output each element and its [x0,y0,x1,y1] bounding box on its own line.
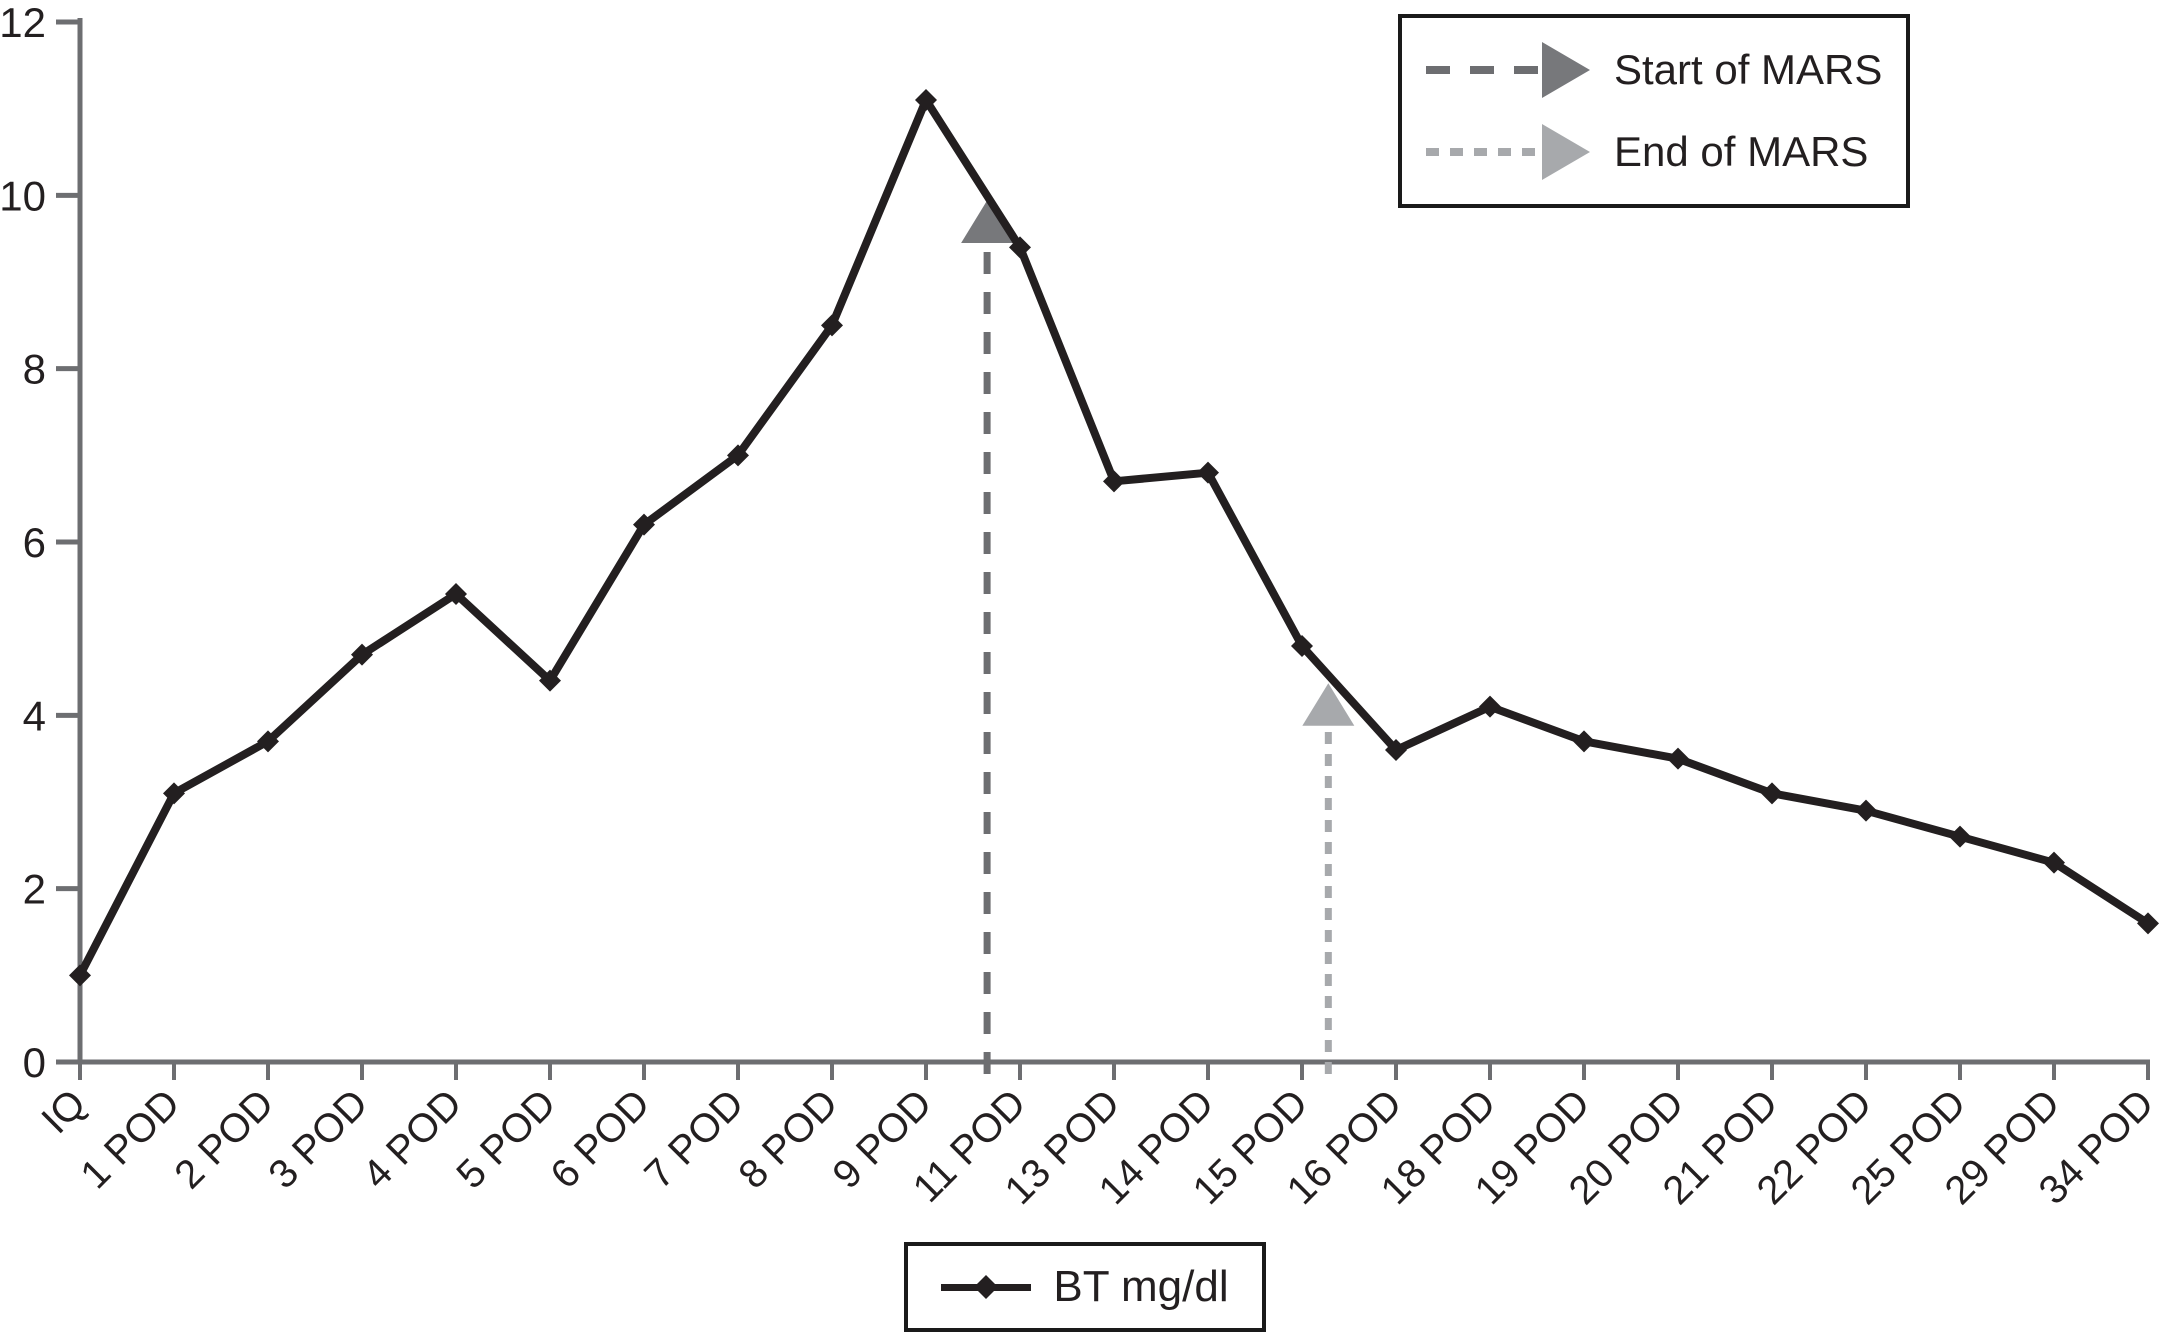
y-tick-label: 8 [23,346,46,393]
legend-label-end-of-mars: End of MARS [1614,128,1869,175]
legend-item-end-of-mars: End of MARS [1426,122,1906,182]
bt-data-point [351,643,373,666]
bt-data-point [539,669,561,692]
x-tick-label: 5 POD [448,1081,564,1197]
bt-data-point [69,964,91,987]
bt-data-point [1197,461,1219,484]
y-tick-label: 0 [23,1039,46,1086]
bt-data-point [1667,747,1689,770]
series-legend-box: BT mg/dl [904,1242,1266,1332]
x-tick-label: 3 POD [260,1081,376,1197]
start-of-mars-arrowhead [961,200,1014,243]
diamond-marker-icon [974,1274,999,1300]
x-tick-label: 4 POD [354,1081,470,1197]
bt-data-point [1949,825,1971,848]
bt-data-point [1573,730,1595,753]
bt-data-point [2043,851,2065,874]
dotted-line-sample-icon [1426,148,1540,156]
bt-data-point [1385,739,1407,761]
series-label: BT mg/dl [1053,1262,1229,1311]
bt-data-point [1291,635,1313,657]
bt-data-point [2137,912,2159,935]
y-tick-label: 10 [0,172,46,219]
x-tick-label: 2 POD [166,1081,282,1197]
bt-data-point [1103,470,1125,493]
dashed-line-sample-icon [1426,66,1540,74]
x-tick-label: 1 POD [72,1081,188,1197]
x-tick-label: IQ [33,1081,94,1142]
bt-data-point [1761,782,1783,805]
bt-data-point [1479,695,1501,718]
x-tick-label: 6 POD [542,1081,658,1197]
bt-data-point [727,444,749,467]
right-arrowhead-icon [1542,42,1590,98]
bt-data-point [1009,236,1031,259]
bt-data-point [1855,799,1877,822]
right-arrowhead-icon [1542,124,1590,180]
bt-data-point [633,513,655,536]
bt-line [76,96,2152,980]
bt-data-point [915,89,937,111]
bt-data-point [163,782,185,805]
y-tick-label: 4 [23,692,46,739]
legend-label-start-of-mars: Start of MARS [1614,46,1883,93]
end-of-mars-arrowhead [1302,683,1355,726]
bt-data-point [257,730,279,753]
x-tick-label: 7 POD [636,1081,752,1197]
mars-legend-box: Start of MARS End of MARS [1398,14,1910,208]
line-sample-icon [941,1274,1032,1300]
y-tick-label: 2 [23,866,46,913]
bt-data-point [821,314,843,337]
y-tick-label: 12 [0,0,46,46]
y-tick-label: 6 [23,519,46,566]
bt-data-point [445,583,467,605]
x-tick-label: 8 POD [730,1081,846,1197]
legend-item-start-of-mars: Start of MARS [1426,40,1906,100]
